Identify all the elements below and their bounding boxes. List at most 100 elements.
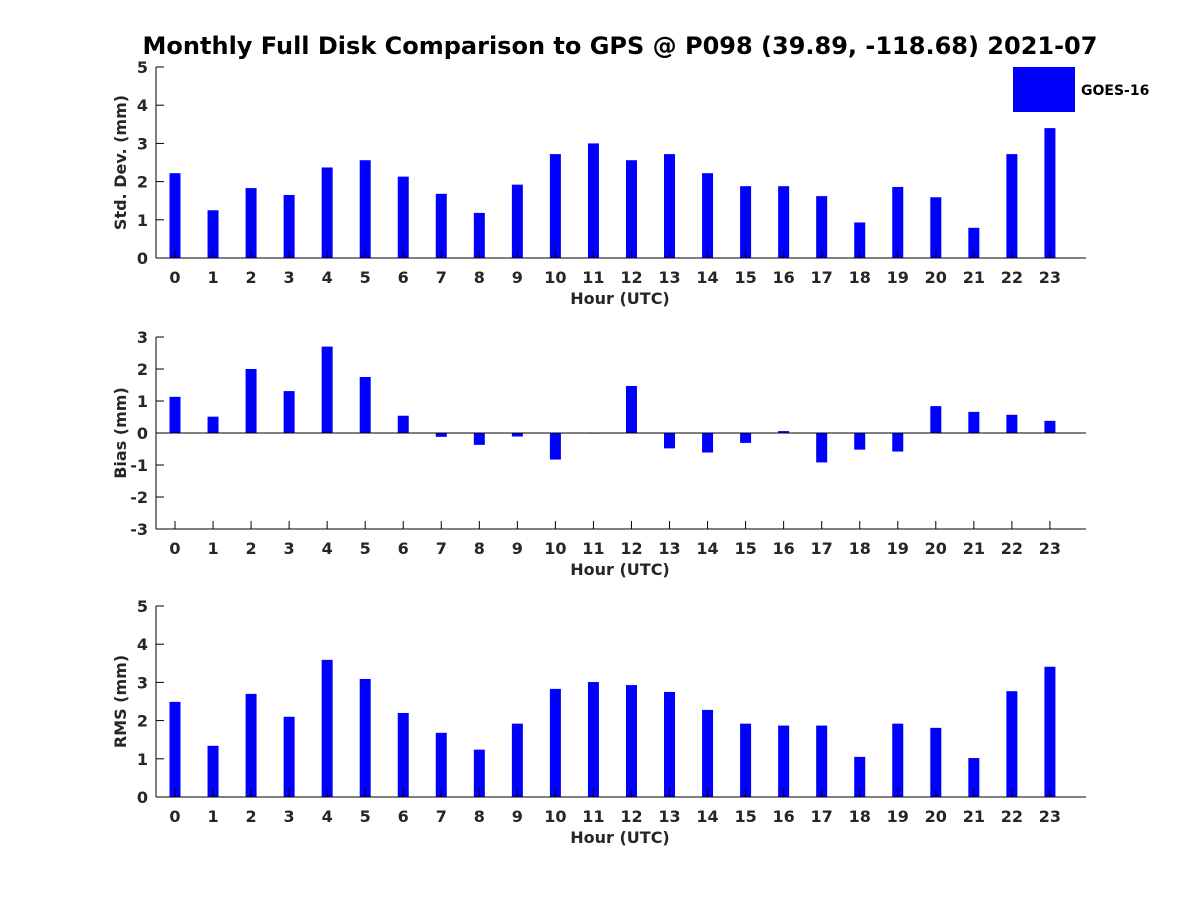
bar-hour-13: [664, 154, 676, 258]
bar-hour-6: [397, 415, 409, 433]
legend: GOES-16: [1013, 67, 1149, 112]
x-tick-label: 13: [658, 539, 680, 558]
x-tick-label: 5: [360, 807, 371, 826]
x-tick-label: 6: [398, 807, 409, 826]
x-tick-label: 6: [398, 268, 409, 287]
x-tick-label: 16: [773, 807, 795, 826]
x-tick-label: 5: [360, 539, 371, 558]
bar-hour-17: [816, 196, 828, 258]
bar-hour-17: [816, 725, 828, 797]
bar-hour-18: [854, 756, 866, 797]
bar-hour-0: [169, 173, 181, 258]
x-axis-title: Hour (UTC): [570, 289, 670, 308]
bar-hour-3: [283, 716, 295, 797]
x-tick-label: 21: [963, 539, 985, 558]
y-tick-label: -1: [130, 456, 148, 475]
x-tick-label: 11: [582, 539, 604, 558]
bar-hour-8: [473, 749, 485, 797]
x-tick-label: 17: [811, 807, 833, 826]
x-tick-label: 22: [1001, 268, 1023, 287]
bar-hour-18: [854, 222, 866, 258]
bar-hour-12: [625, 385, 637, 433]
x-tick-label: 11: [582, 807, 604, 826]
bar-hour-2: [245, 693, 257, 797]
x-tick-label: 13: [658, 807, 680, 826]
x-tick-label: 15: [734, 268, 756, 287]
bar-hour-18: [854, 433, 866, 450]
x-tick-label: 20: [925, 539, 947, 558]
bar-hour-2: [245, 369, 257, 433]
bar-hour-15: [740, 433, 752, 443]
x-tick-label: 22: [1001, 539, 1023, 558]
bar-hour-5: [359, 678, 371, 797]
x-tick-label: 20: [925, 268, 947, 287]
x-tick-label: 4: [322, 807, 333, 826]
bar-hour-8: [473, 433, 485, 445]
x-tick-label: 6: [398, 539, 409, 558]
y-tick-label: 3: [137, 673, 148, 692]
x-tick-label: 13: [658, 268, 680, 287]
bar-hour-6: [397, 176, 409, 258]
bar-hour-21: [968, 227, 980, 258]
x-tick-label: 5: [360, 268, 371, 287]
x-tick-label: 7: [436, 268, 447, 287]
figure-title: Monthly Full Disk Comparison to GPS @ P0…: [143, 32, 1098, 60]
x-tick-label: 7: [436, 807, 447, 826]
x-tick-label: 22: [1001, 807, 1023, 826]
x-tick-label: 20: [925, 807, 947, 826]
x-tick-label: 9: [512, 807, 523, 826]
bar-hour-16: [778, 186, 790, 258]
bar-hour-15: [740, 723, 752, 797]
x-tick-label: 2: [246, 268, 257, 287]
x-tick-label: 2: [246, 539, 257, 558]
bar-hour-8: [473, 212, 485, 258]
y-tick-label: 0: [137, 788, 148, 807]
x-tick-label: 4: [322, 539, 333, 558]
x-tick-label: 2: [246, 807, 257, 826]
x-tick-label: 19: [887, 268, 909, 287]
bar-hour-14: [702, 173, 714, 258]
x-tick-label: 1: [207, 268, 218, 287]
bar-hour-13: [664, 691, 676, 797]
y-tick-label: 5: [137, 597, 148, 616]
bar-hour-7: [435, 193, 447, 258]
x-tick-label: 17: [811, 539, 833, 558]
bar-hour-23: [1044, 666, 1056, 797]
bar-hour-7: [435, 732, 447, 797]
bar-hour-16: [778, 725, 790, 797]
bar-hour-1: [207, 745, 219, 797]
x-tick-label: 8: [474, 807, 485, 826]
y-tick-label: 2: [137, 173, 148, 192]
bar-hour-1: [207, 210, 219, 258]
bar-hour-22: [1006, 691, 1018, 797]
x-tick-label: 3: [284, 807, 295, 826]
x-tick-label: 1: [207, 807, 218, 826]
x-tick-label: 19: [887, 539, 909, 558]
bar-hour-4: [321, 167, 333, 258]
bar-hour-14: [702, 433, 714, 453]
x-tick-label: 9: [512, 539, 523, 558]
x-tick-label: 23: [1039, 807, 1061, 826]
x-tick-label: 0: [169, 807, 180, 826]
legend-swatch: [1013, 67, 1075, 112]
x-tick-label: 14: [696, 539, 718, 558]
y-tick-label: 3: [137, 328, 148, 347]
x-tick-label: 4: [322, 268, 333, 287]
x-tick-label: 12: [620, 807, 642, 826]
y-tick-label: 0: [137, 249, 148, 268]
x-tick-label: 15: [734, 807, 756, 826]
bar-hour-20: [930, 727, 942, 797]
x-tick-label: 7: [436, 539, 447, 558]
x-tick-label: 12: [620, 539, 642, 558]
x-tick-label: 18: [849, 539, 871, 558]
bar-hour-4: [321, 659, 333, 797]
bar-hour-19: [892, 186, 904, 258]
bar-hour-6: [397, 712, 409, 797]
x-tick-label: 3: [284, 539, 295, 558]
x-tick-label: 16: [773, 539, 795, 558]
x-tick-label: 0: [169, 539, 180, 558]
y-tick-label: 5: [137, 58, 148, 77]
bar-hour-14: [702, 709, 714, 797]
